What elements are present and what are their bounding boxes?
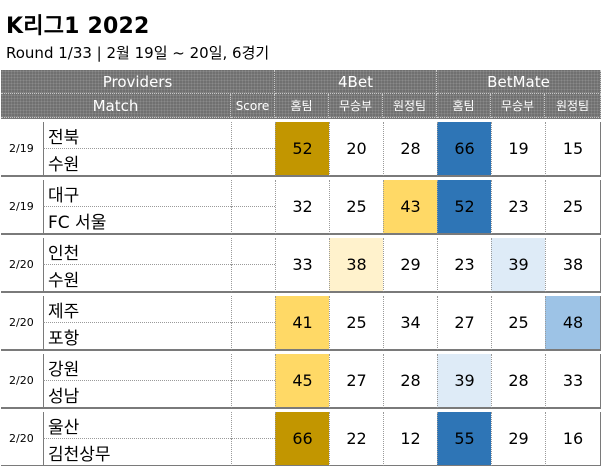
away-team: 김천상무 — [43, 439, 231, 466]
odds-betmate-draw: 19 — [491, 122, 545, 176]
header-score: Score — [231, 94, 275, 118]
odds-betmate-away: 25 — [545, 180, 601, 234]
away-score — [231, 207, 275, 234]
odds-4bet-draw: 20 — [329, 122, 383, 176]
header-match: Match — [1, 94, 231, 118]
home-score — [231, 296, 275, 323]
odds-betmate-draw: 28 — [491, 354, 545, 408]
odds-table: Providers 4Bet BetMate Match Score 홈팀 무승… — [1, 70, 601, 466]
odds-betmate-draw: 29 — [491, 412, 545, 466]
odds-betmate-away: 15 — [545, 122, 601, 176]
away-team: 수원 — [43, 149, 231, 176]
odds-betmate-draw: 25 — [491, 296, 545, 350]
header-provider-4bet: 4Bet — [275, 70, 437, 94]
odds-4bet-away: 28 — [383, 122, 437, 176]
home-score — [231, 354, 275, 381]
odds-4bet-away: 34 — [383, 296, 437, 350]
row-separator — [1, 350, 601, 354]
odds-4bet-home: 66 — [275, 412, 329, 466]
odds-4bet-away: 29 — [383, 238, 437, 292]
odds-betmate-draw: 23 — [491, 180, 545, 234]
header-betmate-away: 원정팀 — [545, 94, 601, 118]
odds-betmate-home: 23 — [437, 238, 491, 292]
header-providers: Providers — [1, 70, 275, 94]
odds-betmate-home: 27 — [437, 296, 491, 350]
away-score — [231, 149, 275, 176]
row-separator — [1, 118, 601, 122]
odds-4bet-home: 33 — [275, 238, 329, 292]
row-separator — [1, 408, 601, 412]
away-team: FC 서울 — [43, 207, 231, 234]
odds-4bet-home: 32 — [275, 180, 329, 234]
odds-betmate-home: 66 — [437, 122, 491, 176]
match-date: 2/20 — [1, 412, 43, 466]
away-score — [231, 323, 275, 350]
header-4bet-draw: 무승부 — [329, 94, 383, 118]
home-team: 인천 — [43, 238, 231, 265]
away-score — [231, 381, 275, 408]
odds-betmate-away: 38 — [545, 238, 601, 292]
header-provider-betmate: BetMate — [437, 70, 601, 94]
away-team: 수원 — [43, 265, 231, 292]
odds-betmate-away: 48 — [545, 296, 601, 350]
odds-betmate-home: 52 — [437, 180, 491, 234]
match-date: 2/20 — [1, 238, 43, 292]
away-score — [231, 439, 275, 466]
odds-betmate-home: 39 — [437, 354, 491, 408]
odds-betmate-draw: 39 — [491, 238, 545, 292]
odds-betmate-home: 55 — [437, 412, 491, 466]
away-score — [231, 265, 275, 292]
row-separator — [1, 176, 601, 180]
odds-4bet-home: 41 — [275, 296, 329, 350]
match-date: 2/19 — [1, 180, 43, 234]
odds-4bet-home: 52 — [275, 122, 329, 176]
home-score — [231, 238, 275, 265]
home-score — [231, 180, 275, 207]
odds-4bet-draw: 22 — [329, 412, 383, 466]
odds-betmate-away: 16 — [545, 412, 601, 466]
page-title: K리그1 2022 — [6, 14, 150, 39]
home-score — [231, 122, 275, 149]
odds-4bet-away: 12 — [383, 412, 437, 466]
row-separator — [1, 234, 601, 238]
home-team: 강원 — [43, 354, 231, 381]
match-date: 2/19 — [1, 122, 43, 176]
odds-4bet-draw: 27 — [329, 354, 383, 408]
header-betmate-home: 홈팀 — [437, 94, 491, 118]
odds-4bet-away: 28 — [383, 354, 437, 408]
away-team: 포항 — [43, 323, 231, 350]
home-team: 전북 — [43, 122, 231, 149]
home-team: 제주 — [43, 296, 231, 323]
match-date: 2/20 — [1, 296, 43, 350]
home-score — [231, 412, 275, 439]
home-team: 대구 — [43, 180, 231, 207]
odds-4bet-draw: 38 — [329, 238, 383, 292]
row-separator — [1, 292, 601, 296]
home-team: 울산 — [43, 412, 231, 439]
header-4bet-away: 원정팀 — [383, 94, 437, 118]
away-team: 성남 — [43, 381, 231, 408]
header-betmate-draw: 무승부 — [491, 94, 545, 118]
odds-betmate-away: 33 — [545, 354, 601, 408]
odds-4bet-home: 45 — [275, 354, 329, 408]
odds-4bet-away: 43 — [383, 180, 437, 234]
page-subtitle: Round 1/33 | 2월 19일 ~ 20일, 6경기 — [6, 44, 270, 62]
match-date: 2/20 — [1, 354, 43, 408]
odds-4bet-draw: 25 — [329, 180, 383, 234]
odds-4bet-draw: 25 — [329, 296, 383, 350]
header-4bet-home: 홈팀 — [275, 94, 329, 118]
